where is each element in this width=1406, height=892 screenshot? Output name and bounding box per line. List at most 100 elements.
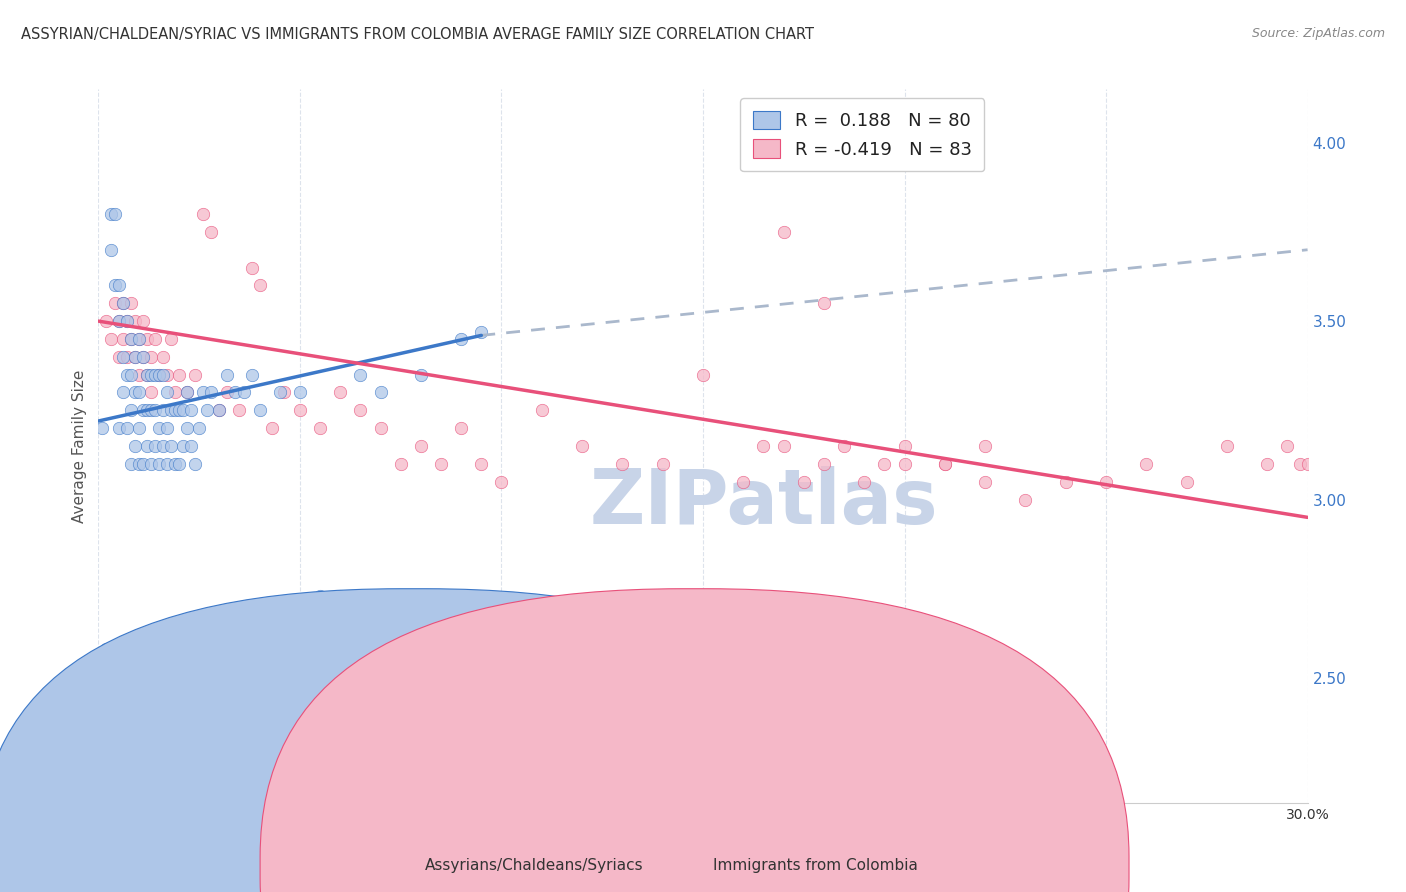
Point — [135, 332, 157, 346]
Point — [128, 332, 150, 346]
Point — [893, 439, 915, 453]
Point — [120, 403, 142, 417]
Point — [148, 457, 170, 471]
Point — [124, 439, 146, 453]
Point — [329, 589, 352, 603]
Point — [167, 403, 190, 417]
Point — [232, 385, 254, 400]
Point — [934, 457, 956, 471]
Point — [128, 385, 150, 400]
Point — [228, 403, 250, 417]
Point — [832, 439, 855, 453]
Point — [120, 332, 142, 346]
Text: Immigrants from Colombia: Immigrants from Colombia — [713, 858, 918, 872]
Point — [692, 368, 714, 382]
Point — [349, 368, 371, 382]
Point — [124, 350, 146, 364]
Point — [224, 385, 246, 400]
Point — [96, 642, 118, 657]
Point — [1277, 439, 1299, 453]
Text: Assyrians/Chaldeans/Syriacs: Assyrians/Chaldeans/Syriacs — [425, 858, 644, 872]
Point — [180, 439, 202, 453]
Point — [160, 332, 183, 346]
Point — [260, 421, 283, 435]
Point — [139, 350, 162, 364]
Point — [100, 243, 122, 257]
Point — [1095, 475, 1118, 489]
Point — [124, 385, 146, 400]
Point — [1014, 492, 1036, 507]
Point — [107, 314, 129, 328]
Point — [128, 368, 150, 382]
Legend: R =  0.188   N = 80, R = -0.419   N = 83: R = 0.188 N = 80, R = -0.419 N = 83 — [741, 98, 984, 171]
Point — [200, 385, 222, 400]
Point — [111, 350, 134, 364]
Point — [974, 439, 997, 453]
Point — [152, 439, 174, 453]
Point — [176, 421, 198, 435]
Point — [120, 457, 142, 471]
Point — [184, 368, 207, 382]
Point — [103, 278, 125, 293]
Point — [370, 385, 392, 400]
Point — [128, 332, 150, 346]
Point — [752, 439, 775, 453]
Point — [1216, 439, 1239, 453]
Point — [269, 385, 291, 400]
Point — [120, 368, 142, 382]
Point — [156, 368, 179, 382]
Point — [103, 207, 125, 221]
Point — [143, 403, 166, 417]
Point — [530, 403, 553, 417]
Point — [163, 385, 186, 400]
Point — [450, 421, 472, 435]
Y-axis label: Average Family Size: Average Family Size — [72, 369, 87, 523]
Point — [370, 421, 392, 435]
Point — [651, 457, 673, 471]
Point — [132, 350, 155, 364]
Point — [163, 457, 186, 471]
Point — [132, 457, 155, 471]
Point — [470, 457, 492, 471]
Point — [389, 457, 412, 471]
Point — [813, 457, 835, 471]
Point — [240, 260, 263, 275]
Point — [329, 385, 352, 400]
Point — [107, 314, 129, 328]
Point — [409, 439, 432, 453]
Point — [111, 296, 134, 310]
Point — [873, 457, 896, 471]
Point — [772, 439, 794, 453]
Point — [934, 457, 956, 471]
Point — [139, 368, 162, 382]
Point — [249, 278, 271, 293]
Point — [195, 403, 218, 417]
Point — [135, 403, 157, 417]
Point — [772, 225, 794, 239]
Point — [208, 403, 231, 417]
Point — [184, 457, 207, 471]
Point — [470, 325, 492, 339]
Point — [139, 403, 162, 417]
Point — [143, 332, 166, 346]
Point — [107, 350, 129, 364]
Point — [409, 368, 432, 382]
Point — [217, 368, 239, 382]
Point — [163, 403, 186, 417]
Point — [172, 403, 194, 417]
Point — [240, 368, 263, 382]
Point — [733, 475, 755, 489]
Point — [100, 207, 122, 221]
Point — [200, 225, 222, 239]
Point — [128, 421, 150, 435]
Point — [974, 475, 997, 489]
Point — [148, 368, 170, 382]
Point — [120, 332, 142, 346]
Point — [853, 475, 876, 489]
Point — [111, 385, 134, 400]
Point — [107, 421, 129, 435]
Point — [167, 457, 190, 471]
Point — [160, 439, 183, 453]
Point — [288, 403, 311, 417]
Point — [1288, 457, 1310, 471]
